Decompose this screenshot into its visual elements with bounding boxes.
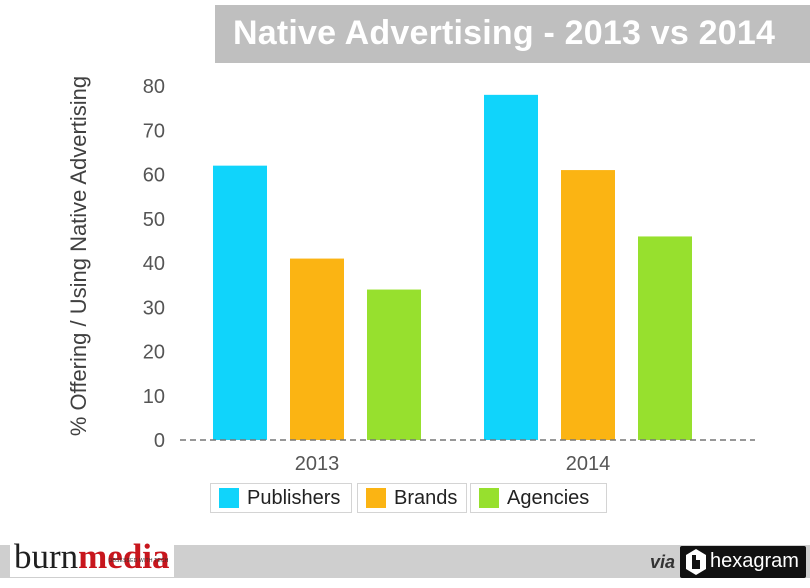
y-tick-label: 50: [143, 209, 165, 231]
bar-chart: 0 10 20 30 40 50 60 70 80 2013 2014: [143, 76, 755, 475]
hexagram-logo-icon: [686, 549, 706, 575]
y-tick-label: 70: [143, 120, 165, 142]
bar-brands-2014: [561, 170, 615, 440]
y-tick-label: 30: [143, 297, 165, 319]
y-tick-label: 0: [154, 430, 165, 452]
y-tick-label: 10: [143, 386, 165, 408]
x-tick-label: 2014: [566, 453, 611, 475]
brand-media-text: media: [78, 537, 170, 576]
chart-title: Native Advertising - 2013 vs 2014: [233, 14, 776, 52]
legend-item-brands: Brands: [357, 483, 467, 513]
x-tick-label: 2013: [295, 453, 340, 475]
bar-agencies-2013: [367, 289, 421, 440]
y-tick-label: 60: [143, 165, 165, 187]
title-banner: [215, 5, 810, 63]
hexagram-text: hexagram: [710, 550, 799, 572]
y-tick-label: 80: [143, 76, 165, 98]
burnmedia-logo: burnmedia OBSESSED WITH TECH: [10, 539, 174, 577]
bar-publishers-2013: [213, 165, 267, 440]
bar-agencies-2014: [638, 236, 692, 440]
brand-burn-text: burn: [14, 537, 79, 576]
brand-tagline: OBSESSED WITH TECH: [108, 558, 169, 564]
legend-swatch: [479, 488, 499, 508]
legend-item-publishers: Publishers: [210, 483, 352, 513]
via-label: via: [650, 552, 676, 572]
legend-label: Agencies: [507, 486, 590, 509]
legend-swatch: [219, 488, 239, 508]
legend-item-agencies: Agencies: [470, 483, 607, 513]
legend-label: Publishers: [247, 486, 341, 509]
y-tick-label: 40: [143, 253, 165, 275]
bar-publishers-2014: [484, 94, 538, 440]
hexagram-logo: hexagram: [680, 546, 806, 578]
y-tick-label: 20: [143, 342, 165, 364]
legend-swatch: [366, 488, 386, 508]
bar-brands-2013: [290, 258, 344, 440]
legend-label: Brands: [394, 486, 458, 509]
